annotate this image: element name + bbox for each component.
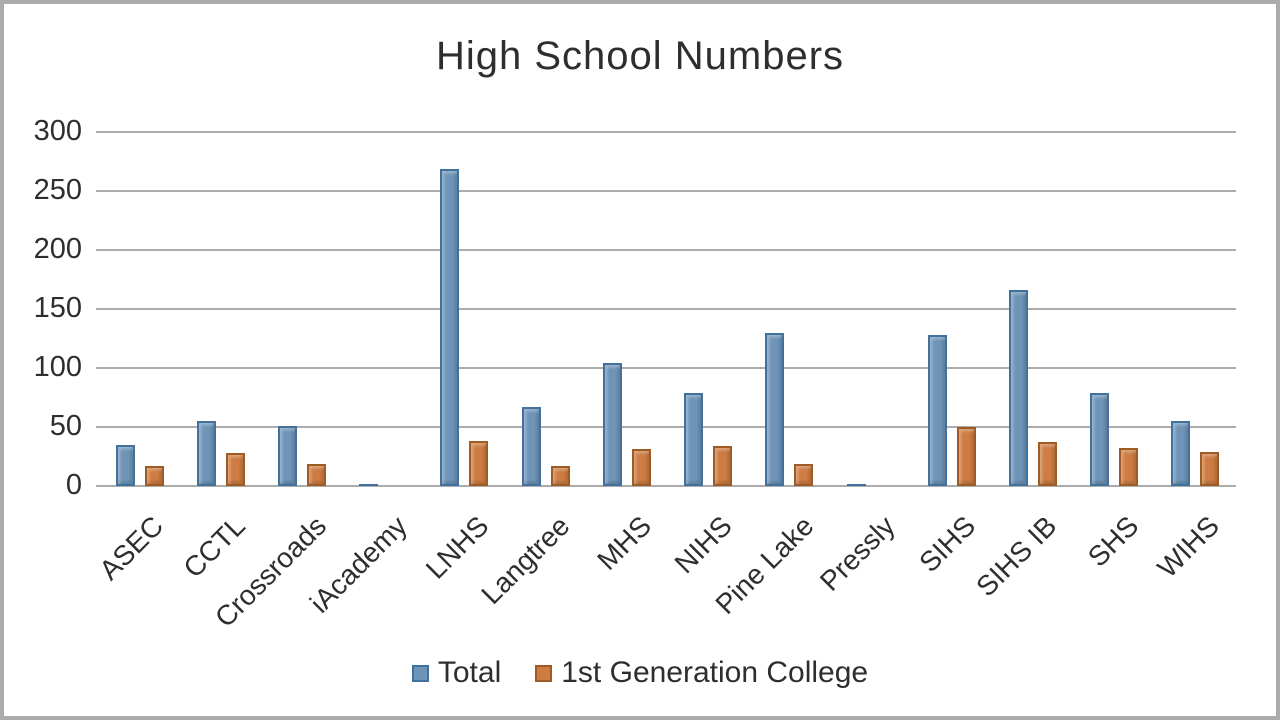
legend: Total 1st Generation College [4,656,1276,690]
bar-total-iacademy [359,483,379,486]
bar-total-wihs [1171,421,1191,486]
bar-first-gen-langtree [550,465,570,486]
bar-total-lnhs [440,168,460,486]
bar-total-shs [1090,392,1110,486]
bar-total-pressly [846,483,866,486]
bar-first-gen-lnhs [469,441,489,486]
x-axis-label-mhs: MHS [590,510,657,576]
legend-swatch-first-gen-icon [535,664,553,682]
legend-label-total: Total [437,656,502,689]
legend-item-total: Total [411,656,502,690]
bar-first-gen-nihs [713,445,733,486]
chart-title: High School Numbers [435,34,845,78]
x-axis-label-lnhs: LNHS [419,510,495,585]
bar-first-gen-wihs [1200,451,1220,486]
bar-first-gen-crossroads [307,463,327,486]
bar-total-nihs [684,392,704,486]
bar-total-pine-lake [765,332,785,486]
bar-total-langtree [521,406,541,486]
gridline-50 [96,426,1236,428]
gridline-200 [96,249,1236,251]
y-axis-label-250: 250 [33,174,82,206]
bar-total-mhs [602,363,622,486]
y-axis-label-200: 200 [33,233,82,265]
y-axis-label-300: 300 [33,115,82,147]
bar-total-cctl [196,421,216,486]
y-axis-label-150: 150 [33,292,82,324]
legend-label-first-gen: 1st Generation College [561,656,869,689]
x-axis-label-wihs: WIHS [1151,510,1226,584]
bar-first-gen-mhs [631,449,651,486]
bar-total-sihs-ib [1008,290,1028,486]
legend-swatch-total-icon [411,664,429,682]
bar-first-gen-pine-lake [794,463,814,486]
gridline-300 [96,131,1236,133]
bar-first-gen-shs [1119,448,1139,486]
gridline-250 [96,190,1236,192]
y-axis-label-100: 100 [33,351,82,383]
gridline-100 [96,367,1236,369]
x-axis-label-nihs: NIHS [668,510,739,580]
x-axis-label-shs: SHS [1081,510,1145,573]
bar-first-gen-sihs-ib [1037,442,1057,486]
bar-total-crossroads [278,425,298,486]
bar-total-asec [115,444,135,486]
x-axis-label-sihs: SIHS [913,510,982,579]
x-axis-label-asec: ASEC [93,510,170,586]
gridline-0 [96,485,1236,487]
y-axis-label-0: 0 [65,469,82,501]
bar-total-sihs [927,334,947,486]
x-axis-label-cctl: CCTL [177,510,251,584]
legend-item-first-gen: 1st Generation College [535,656,868,690]
bar-first-gen-asec [144,465,164,486]
y-axis-label-50: 50 [49,410,82,442]
bar-first-gen-cctl [225,452,245,486]
x-axis-label-sihs-ib: SIHS IB [970,510,1063,603]
bar-first-gen-sihs [956,427,976,486]
x-axis-label-langtree: Langtree [475,510,576,611]
x-axis-label-pressly: Pressly [813,510,901,597]
gridline-150 [96,308,1236,310]
